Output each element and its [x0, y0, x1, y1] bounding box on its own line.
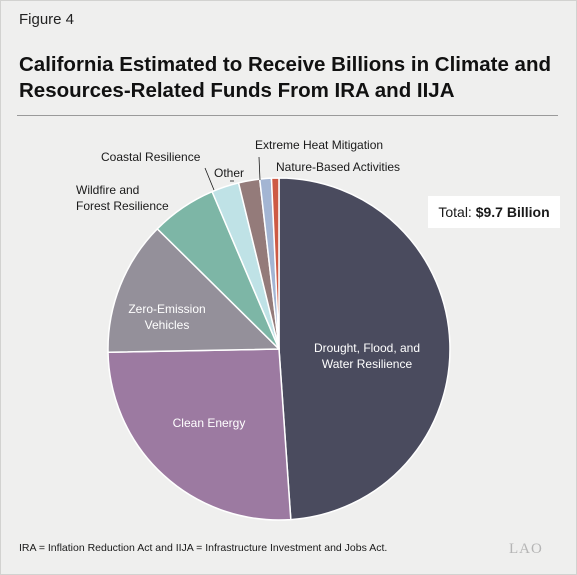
- chart-title-line-2: Resources-Related Funds From IRA and IIJ…: [19, 79, 455, 102]
- slice-label-wildfire-forest: Wildfire and Forest Resilience: [76, 183, 169, 213]
- pie-slice-zero-emission-vehicles: [107, 228, 280, 353]
- slice-label-coastal-resilience: Coastal Resilience: [101, 150, 201, 164]
- slice-label-zero-emission-vehicles: Zero-Emission Vehicles: [128, 302, 205, 332]
- lao-logo: LAO: [509, 541, 543, 557]
- slice-label-nature-based: Nature-Based Activities: [276, 160, 400, 174]
- pie-slice-clean-energy: [107, 348, 292, 521]
- figure-label: Figure 4: [19, 11, 75, 28]
- slice-label-extreme-heat: Extreme Heat Mitigation: [255, 138, 383, 152]
- pie-slice-nature-based: [270, 177, 280, 350]
- footnote: IRA = Inflation Reduction Act and IIJA =…: [19, 542, 388, 554]
- total-prefix: Total:: [438, 204, 476, 220]
- chart-title-line-1: California Estimated to Receive Billions…: [19, 53, 551, 76]
- slice-label-other: Other: [214, 166, 244, 180]
- title-divider: [17, 115, 558, 116]
- slice-label-clean-energy: Clean Energy: [173, 416, 246, 430]
- total-callout: Total: $9.7 Billion: [428, 196, 560, 228]
- leader-line-coastal-resilience: [204, 167, 215, 191]
- slice-label-drought-flood-water: Drought, Flood, and Water Resilience: [314, 341, 420, 371]
- leader-line-extreme-heat: [258, 156, 261, 181]
- pie-slice-drought-flood-water: [278, 177, 451, 521]
- total-value: $9.7 Billion: [475, 204, 550, 220]
- chart-title: California Estimated to Receive Billions…: [19, 52, 564, 104]
